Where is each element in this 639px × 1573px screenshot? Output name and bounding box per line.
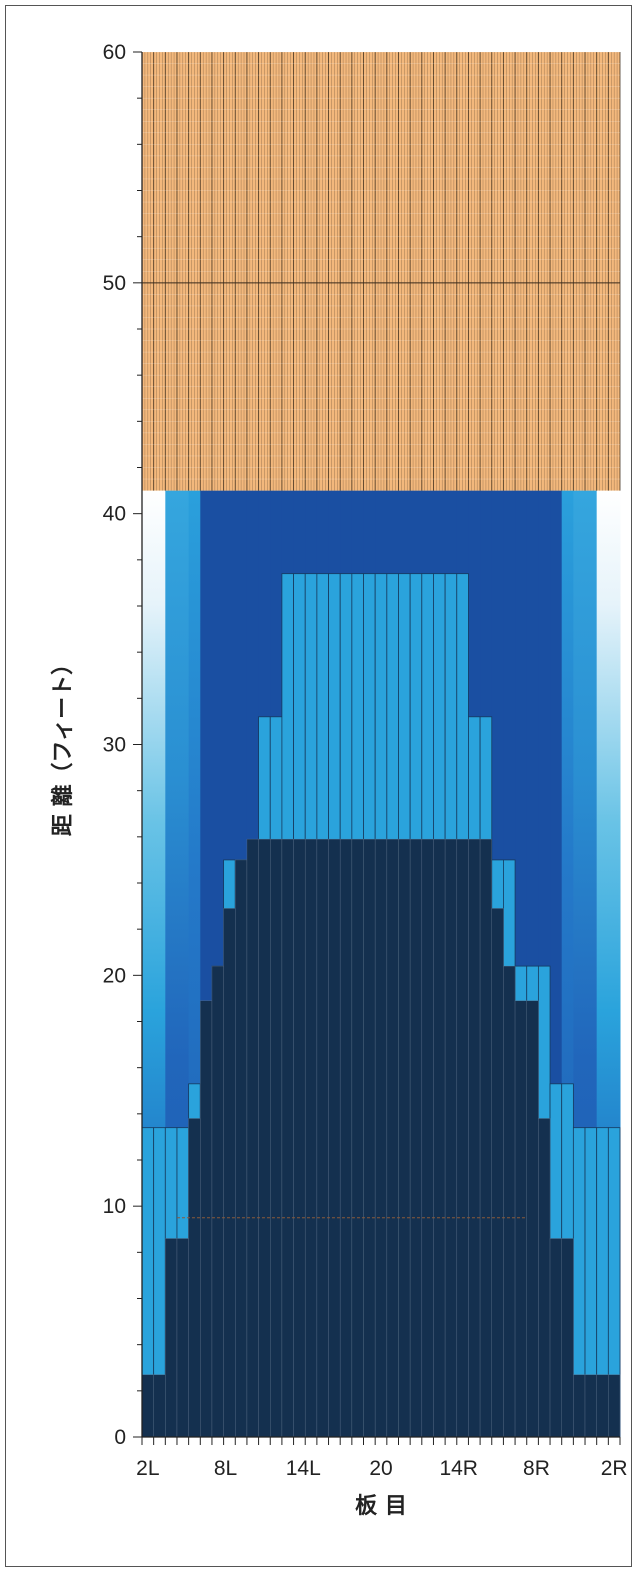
bar-dark [339, 838, 353, 1438]
bar-dark [573, 1374, 586, 1438]
x-tick-label: 20 [369, 1457, 392, 1480]
x-tick-label: 14R [439, 1457, 478, 1480]
x-axis: 2L 8L 14L 20 14R 8R 2R [136, 1436, 628, 1480]
y-tick-label: 40 [103, 503, 126, 526]
bar-dark [141, 1374, 154, 1438]
x-tick-label: 2L [136, 1457, 159, 1480]
bar-dark [293, 838, 306, 1438]
bar-dark [433, 838, 446, 1438]
bar-dark [176, 1238, 189, 1438]
x-axis-title: 板 目 [355, 1494, 407, 1519]
bar-dark [269, 838, 283, 1438]
x-tick-label: 8R [523, 1457, 550, 1480]
bar-dark [328, 838, 341, 1438]
bar-dark [608, 1374, 621, 1438]
bar-dark [200, 1000, 213, 1438]
x-tick-label: 14L [286, 1457, 321, 1480]
bar-dark [596, 1374, 609, 1438]
bar-dark [561, 1238, 574, 1438]
bar-dark [258, 838, 271, 1438]
bar-dark [316, 838, 329, 1438]
bar-dark [165, 1238, 178, 1438]
x-tick-label: 2R [601, 1457, 628, 1480]
bar-dark [351, 838, 364, 1438]
y-tick-label: 30 [103, 734, 126, 757]
bar-dark [468, 838, 481, 1438]
bar-dark [235, 859, 248, 1438]
bar-dark [421, 838, 434, 1438]
bar-dark [188, 1118, 201, 1438]
bar-dark [374, 838, 388, 1438]
y-tick-label: 50 [103, 272, 126, 295]
y-tick-label: 0 [114, 1426, 126, 1449]
y-axis-title: 距 離（フィート） [50, 653, 76, 836]
dark-navy-bars [141, 838, 621, 1438]
bar-dark [223, 908, 236, 1438]
y-tick-label: 20 [103, 964, 126, 987]
bar-dark [211, 965, 224, 1438]
bar-dark [549, 1238, 562, 1438]
bar-dark [363, 838, 376, 1438]
bar-dark [526, 1000, 539, 1438]
bar-dark [491, 908, 504, 1438]
bar-dark [584, 1374, 597, 1438]
orange-band-area [141, 51, 621, 491]
bar-dark [304, 838, 318, 1438]
bar-dark [386, 838, 399, 1438]
y-tick-label: 10 [103, 1195, 126, 1218]
bar-dark [246, 838, 259, 1438]
bar-dark [153, 1374, 166, 1438]
bar-dark [456, 838, 469, 1438]
bar-dark [281, 838, 294, 1438]
x-tick-label: 8L [214, 1457, 237, 1480]
y-axis: 0 10 20 30 40 50 60 [103, 41, 143, 1449]
bar-dark [538, 1118, 551, 1438]
chart-frame [5, 5, 632, 1567]
bar-dark [444, 838, 458, 1438]
bar-dark [514, 1000, 527, 1438]
bar-dark [503, 965, 516, 1438]
bar-dark [398, 838, 411, 1438]
y-tick-label: 60 [103, 41, 126, 64]
bar-dark [479, 838, 493, 1438]
bar-dark [409, 838, 423, 1438]
